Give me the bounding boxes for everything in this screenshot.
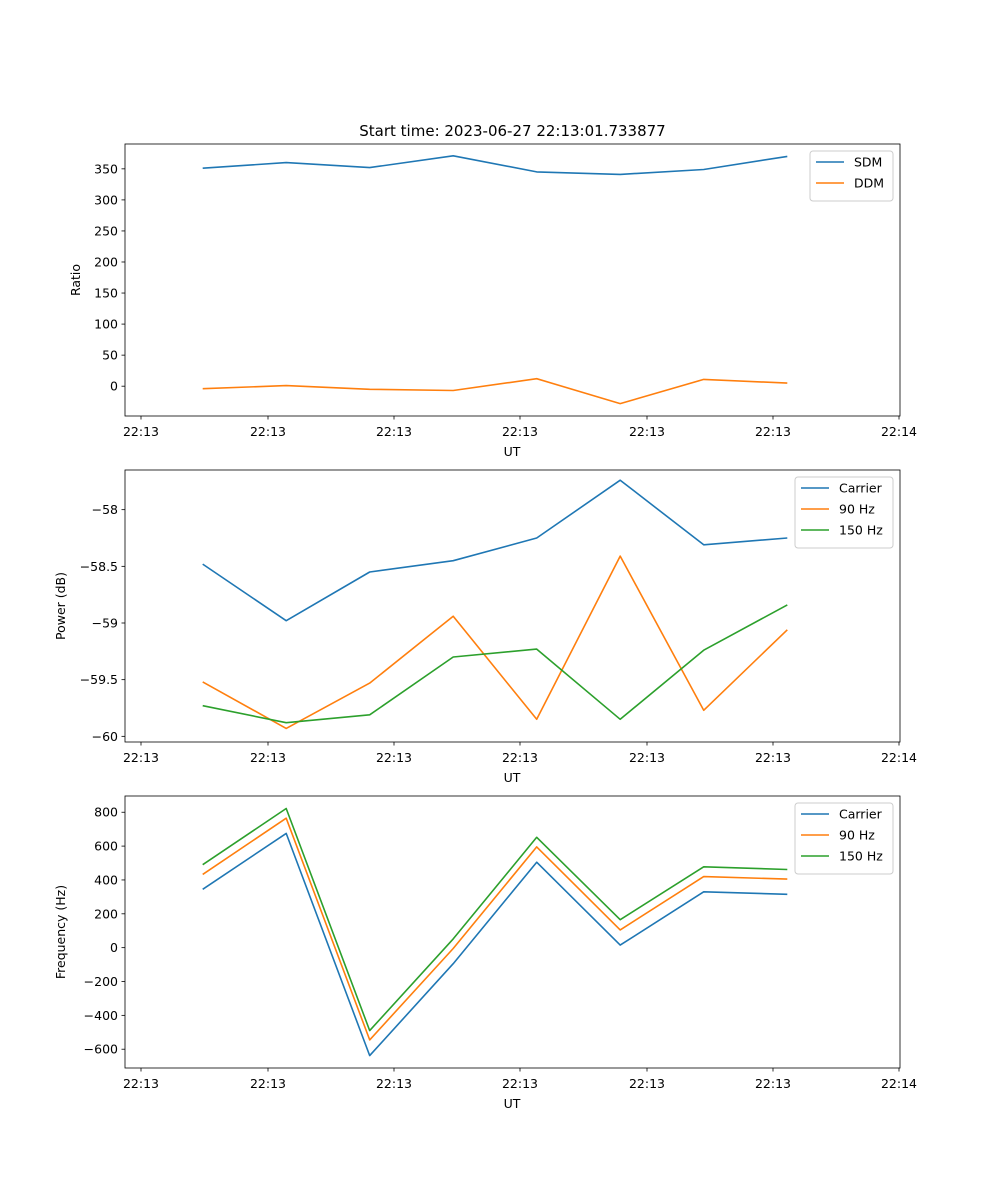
y-tick-label: 100 <box>94 317 118 332</box>
legend-label: 150 Hz <box>839 523 883 538</box>
legend-box <box>809 150 894 202</box>
x-axis-label: UT <box>504 1096 521 1111</box>
legend-label: 150 Hz <box>839 849 883 864</box>
x-tick-label: 22:13 <box>376 1076 412 1091</box>
series-line-150-hz <box>202 604 788 724</box>
legend-label: Carrier <box>839 807 883 822</box>
x-tick-label: 22:13 <box>629 750 665 765</box>
series-line-sdm <box>202 155 788 176</box>
y-tick-label: −200 <box>84 974 118 989</box>
y-tick-label: 200 <box>94 254 118 269</box>
legend: Carrier 90 Hz 150 Hz <box>794 476 894 549</box>
chart-panel-3: −600 −400 −200 0 200 400 600 800 22:13 22:13 22:13… <box>53 795 917 1111</box>
legend: SDM DDM <box>809 150 894 202</box>
x-tick-label: 22:13 <box>376 750 412 765</box>
plot-area <box>124 795 901 1069</box>
y-tick-label: 250 <box>94 223 118 238</box>
series-line-90-hz <box>202 817 788 1041</box>
x-tick-label: 22:13 <box>502 750 538 765</box>
y-tick-label: −58 <box>92 502 118 517</box>
legend-label: Carrier <box>839 481 883 496</box>
y-axis-label: Power (dB) <box>53 572 68 640</box>
y-axis-label: Frequency (Hz) <box>53 885 68 979</box>
x-tick-label: 22:13 <box>250 750 286 765</box>
y-tick-label: 600 <box>94 839 118 854</box>
plot-area <box>124 143 901 417</box>
y-tick-label: −59.5 <box>80 672 118 687</box>
y-tick-label: 400 <box>94 872 118 887</box>
x-tick-label: 22:13 <box>250 424 286 439</box>
x-tick-label: 22:13 <box>755 750 791 765</box>
x-tick-label: 22:13 <box>755 424 791 439</box>
x-axis-label: UT <box>504 444 521 459</box>
x-tick-label: 22:13 <box>123 1076 159 1091</box>
y-tick-label: 50 <box>102 348 118 363</box>
x-tick-label: 22:14 <box>881 424 917 439</box>
x-tick-label: 22:13 <box>502 424 538 439</box>
legend: Carrier 90 Hz 150 Hz <box>794 802 894 875</box>
y-axis-label: Ratio <box>68 264 83 296</box>
y-tick-label: 800 <box>94 805 118 820</box>
series-line-150-hz <box>202 807 788 1032</box>
y-tick-label: −58.5 <box>80 559 118 574</box>
x-tick-label: 22:13 <box>123 424 159 439</box>
y-tick-label: −59 <box>92 616 118 631</box>
series-line-ddm <box>202 377 788 405</box>
x-tick-label: 22:13 <box>629 424 665 439</box>
y-tick-label: −400 <box>84 1008 118 1023</box>
x-tick-label: 22:13 <box>123 750 159 765</box>
legend-label: SDM <box>854 155 882 170</box>
series-line-carrier <box>202 832 788 1057</box>
y-tick-label: 0 <box>110 940 118 955</box>
x-tick-label: 22:13 <box>755 1076 791 1091</box>
chart-panel-2: −60 −59.5 −59 −58.5 −58 22:13 22:13 22:13 22:13 2… <box>53 469 917 785</box>
plot-area <box>124 469 901 743</box>
x-tick-label: 22:13 <box>502 1076 538 1091</box>
x-axis-label: UT <box>504 770 521 785</box>
chart-panel-1: 0 50 100 150 200 250 300 350 22:13 22:13 22:13 22:1… <box>68 143 917 459</box>
y-tick-label: −600 <box>84 1042 118 1057</box>
series-line-carrier <box>202 479 788 622</box>
y-tick-label: 0 <box>110 379 118 394</box>
y-tick-label: −60 <box>92 729 118 744</box>
x-tick-label: 22:14 <box>881 1076 917 1091</box>
y-tick-label: 350 <box>94 161 118 176</box>
x-tick-label: 22:13 <box>376 424 412 439</box>
legend-label: DDM <box>854 176 884 191</box>
y-tick-label: 150 <box>94 286 118 301</box>
y-tick-label: 200 <box>94 906 118 921</box>
y-tick-label: 300 <box>94 192 118 207</box>
x-tick-label: 22:14 <box>881 750 917 765</box>
legend-label: 90 Hz <box>839 828 875 843</box>
x-tick-label: 22:13 <box>250 1076 286 1091</box>
legend-label: 90 Hz <box>839 502 875 517</box>
figure-title: Start time: 2023-06-27 22:13:01.733877 <box>359 122 665 140</box>
x-tick-label: 22:13 <box>629 1076 665 1091</box>
